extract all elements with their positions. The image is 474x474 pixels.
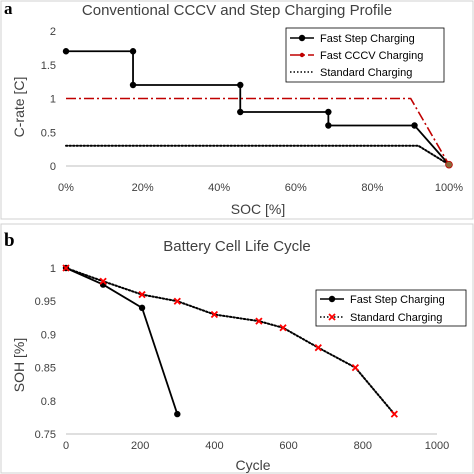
x-tick-label: 20% [132, 182, 154, 194]
legend-label: Fast CCCV Charging [320, 50, 423, 62]
data-point [210, 310, 219, 319]
panel-a-border [0, 0, 474, 220]
y-tick-label: 1.5 [41, 60, 56, 72]
series-line-1 [65, 267, 179, 415]
legend-label: Standard Charging [350, 312, 442, 324]
series-line-2 [66, 97, 450, 166]
panel-a: a Conventional CCCV and Step Charging Pr… [0, 0, 474, 220]
legend-label: Fast Step Charging [320, 33, 415, 45]
x-tick-label: 100% [435, 182, 463, 194]
panel-b-border [0, 223, 474, 474]
x-tick-label: 40% [208, 182, 230, 194]
series-line-3 [65, 144, 450, 166]
data-point [325, 122, 332, 129]
y-tick-label: 1 [50, 263, 56, 275]
x-tick-label: 0 [63, 440, 69, 452]
y-tick-label: 1 [50, 94, 56, 106]
panel-b-y-tick-labels: 0.75 0.8 0.85 0.9 0.95 1 [35, 263, 56, 441]
y-tick-label: 0.5 [41, 127, 56, 139]
data-point [237, 108, 244, 116]
panel-a-ylabel: C-rate [C] [11, 77, 27, 138]
data-point [325, 108, 332, 116]
data-point [62, 264, 70, 272]
series-line-2 [65, 267, 396, 416]
panel-a-letter: a [4, 0, 13, 18]
panel-b-legend: Fast Step Charging Standard Charging [315, 289, 467, 327]
panel-a-y-tick-labels: 0 0.5 1 1.5 2 [41, 26, 56, 173]
x-tick-label: 1000 [425, 440, 449, 452]
panel-b-legend-items: Fast Step Charging Standard Charging [320, 294, 445, 324]
x-tick-label: 800 [354, 440, 372, 452]
x-tick-label: 200 [131, 440, 149, 452]
panel-a-xlabel: SOC [%] [231, 201, 285, 217]
panel-a-legend-items: Fast Step Charging Fast CCCV Charging Stan… [290, 33, 423, 79]
legend-marker [298, 34, 306, 42]
x-tick-label: 60% [285, 182, 307, 194]
x-tick-label: 600 [279, 440, 297, 452]
panel-b-ylabel: SOH [%] [11, 338, 27, 392]
data-point [129, 81, 137, 89]
data-point [411, 122, 418, 129]
data-point [62, 48, 70, 55]
data-point [237, 81, 244, 89]
y-tick-label: 0.95 [35, 296, 56, 308]
panel-b-letter: b [4, 230, 15, 251]
data-point [173, 297, 181, 305]
legend-label: Standard Charging [320, 67, 412, 79]
panel-a-title: Conventional CCCV and Step Charging Prof… [82, 2, 392, 19]
data-point [99, 277, 107, 285]
data-point [351, 363, 360, 372]
panel-b-xlabel: Cycle [235, 457, 270, 473]
y-tick-label: 2 [50, 26, 56, 38]
x-tick-label: 0% [58, 182, 74, 194]
data-point [129, 48, 137, 55]
legend-marker [328, 295, 336, 303]
y-tick-label: 0 [50, 161, 56, 173]
data-point [390, 410, 398, 418]
legend-marker [299, 52, 305, 58]
legend-marker [328, 313, 336, 321]
panel-b-title: Battery Cell Life Cycle [163, 238, 311, 255]
panel-b-series [62, 264, 398, 418]
y-tick-label: 0.9 [41, 329, 56, 341]
panel-b-legend-box [315, 289, 467, 327]
data-point [174, 410, 181, 418]
legend-label: Fast Step Charging [350, 294, 445, 306]
x-tick-label: 80% [361, 182, 383, 194]
data-point [279, 324, 287, 332]
panel-a-x-tick-labels: 0% 20% 40% 60% 80% 100% [58, 182, 463, 194]
panel-b: b Battery Cell Life Cycle SOH [%] Cycle … [0, 223, 474, 474]
data-point [138, 304, 146, 312]
y-tick-label: 0.75 [35, 429, 56, 441]
end-point [445, 160, 453, 169]
data-point [255, 317, 263, 325]
panel-b-x-tick-labels: 0 200 400 600 800 1000 [63, 440, 449, 452]
panel-a-series [62, 48, 453, 169]
y-tick-label: 0.85 [35, 363, 56, 375]
data-point [138, 290, 146, 299]
data-point [314, 344, 322, 352]
x-tick-label: 400 [205, 440, 223, 452]
y-tick-label: 0.8 [41, 396, 56, 408]
panel-a-legend: Fast Step Charging Fast CCCV Charging Stan… [285, 27, 445, 83]
